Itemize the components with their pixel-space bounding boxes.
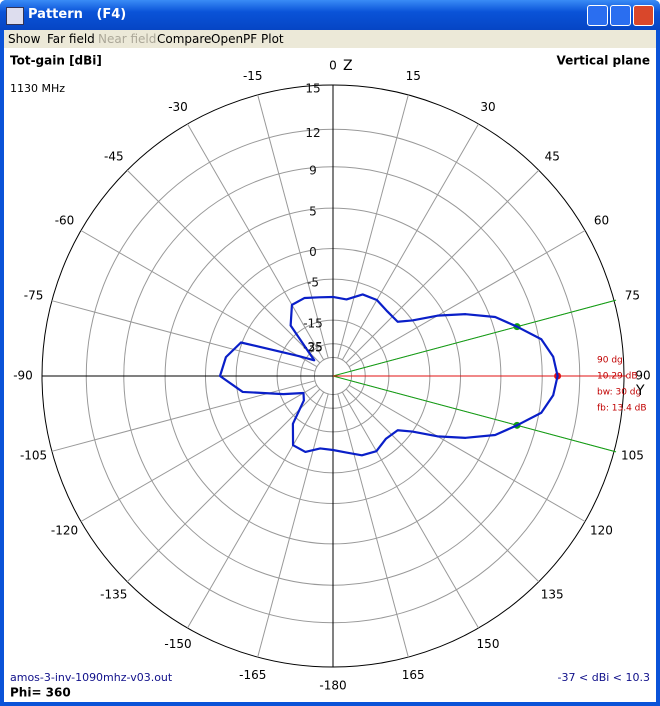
angle-tick-label: -90 — [13, 369, 33, 383]
grid-spoke — [348, 384, 586, 522]
grid-spoke — [187, 123, 325, 361]
angle-tick-label: 135 — [541, 588, 564, 602]
radial-tick-label: 9 — [309, 163, 317, 177]
menu-item[interactable]: Far field — [47, 32, 95, 46]
angle-tick-label: -150 — [164, 637, 191, 651]
title-bar: Pattern (F4) — [0, 0, 660, 30]
angle-tick-label: 15 — [406, 69, 421, 83]
grid-spoke — [348, 230, 586, 368]
chart-subtitle: Vertical plane — [556, 54, 650, 68]
angle-tick-label: 105 — [621, 449, 644, 463]
grid-spoke — [257, 94, 329, 359]
maximize-button[interactable] — [610, 5, 631, 26]
annotation: fb: 13.4 dB — [597, 404, 647, 414]
radial-tick-label: -5 — [307, 276, 319, 290]
radial-tick-label: -15 — [303, 317, 323, 331]
angle-tick-label: 30 — [480, 100, 495, 114]
beamwidth-line — [332, 375, 617, 453]
grid-spoke — [337, 94, 409, 359]
angle-tick-label: -120 — [51, 524, 78, 538]
angle-tick-label: -45 — [104, 149, 124, 163]
menu-item[interactable]: Near field — [98, 32, 157, 46]
grid-spoke — [345, 388, 540, 583]
minimize-button[interactable] — [587, 5, 608, 26]
angle-tick-label: 150 — [477, 637, 500, 651]
angle-tick-label: -135 — [100, 588, 127, 602]
footer-phi: Phi= 360 — [10, 686, 71, 700]
chart-title: Tot-gain [dBi] — [10, 54, 102, 68]
angle-tick-label: -15 — [243, 69, 263, 83]
grid-spoke — [187, 391, 325, 629]
frequency-label: 1130 MHz — [10, 82, 65, 95]
menu-bar: Show Far field Near field Compare OpenPF Plot — [4, 30, 656, 48]
beamwidth-line — [332, 299, 617, 377]
axis-label: Y — [635, 383, 645, 399]
grid-spoke — [257, 393, 329, 658]
grid-spoke — [51, 300, 316, 372]
angle-tick-label: 0 — [329, 59, 337, 73]
angle-tick-label: 75 — [625, 288, 640, 302]
angle-tick-label: -105 — [20, 449, 47, 463]
radial-tick-label: 15 — [305, 82, 320, 96]
angle-tick-label: 90 — [635, 369, 650, 383]
angle-tick-label: 45 — [545, 149, 560, 163]
footer-file: amos-3-inv-1090mhz-v03.out — [10, 671, 173, 684]
angle-tick-label: -180 — [319, 679, 346, 693]
angle-tick-label: 165 — [402, 668, 425, 682]
menu-item[interactable]: Plot — [261, 32, 284, 46]
radial-tick-label: 12 — [305, 126, 320, 140]
grid-spoke — [80, 230, 318, 368]
menu-item[interactable]: OpenPF — [211, 32, 258, 46]
angle-tick-label: 60 — [594, 214, 609, 228]
annotation: bw: 30 dg — [597, 388, 641, 398]
grid-spoke — [341, 391, 479, 629]
app-icon — [6, 7, 24, 25]
polar-plot: 0153045607590105120135150165-180-165-150… — [4, 48, 656, 702]
menu-item[interactable]: Show — [8, 32, 41, 46]
grid-spoke — [51, 380, 316, 452]
grid-spoke — [80, 384, 318, 522]
angle-tick-label: -75 — [24, 288, 44, 302]
angle-tick-label: -60 — [55, 214, 75, 228]
axis-label: Z — [343, 58, 353, 74]
menu-item[interactable]: Compare — [157, 32, 212, 46]
radial-tick-label: 5 — [309, 205, 317, 219]
annotation: 90 dg — [597, 356, 623, 366]
window-title: Pattern (F4) — [28, 7, 127, 22]
angle-tick-label: -30 — [168, 100, 188, 114]
gain-trace — [218, 293, 559, 457]
grid-spoke — [341, 123, 479, 361]
grid-spoke — [126, 388, 321, 583]
grid-spoke — [345, 169, 540, 364]
grid-spoke — [337, 393, 409, 658]
close-button[interactable] — [633, 5, 654, 26]
footer-range: -37 < dBi < 10.3 — [558, 671, 650, 684]
angle-tick-label: -165 — [239, 668, 266, 682]
grid-spoke — [126, 169, 321, 364]
radial-tick-label: 0 — [309, 245, 317, 259]
annotation: 10.29 dB — [597, 372, 638, 382]
angle-tick-label: 120 — [590, 524, 613, 538]
